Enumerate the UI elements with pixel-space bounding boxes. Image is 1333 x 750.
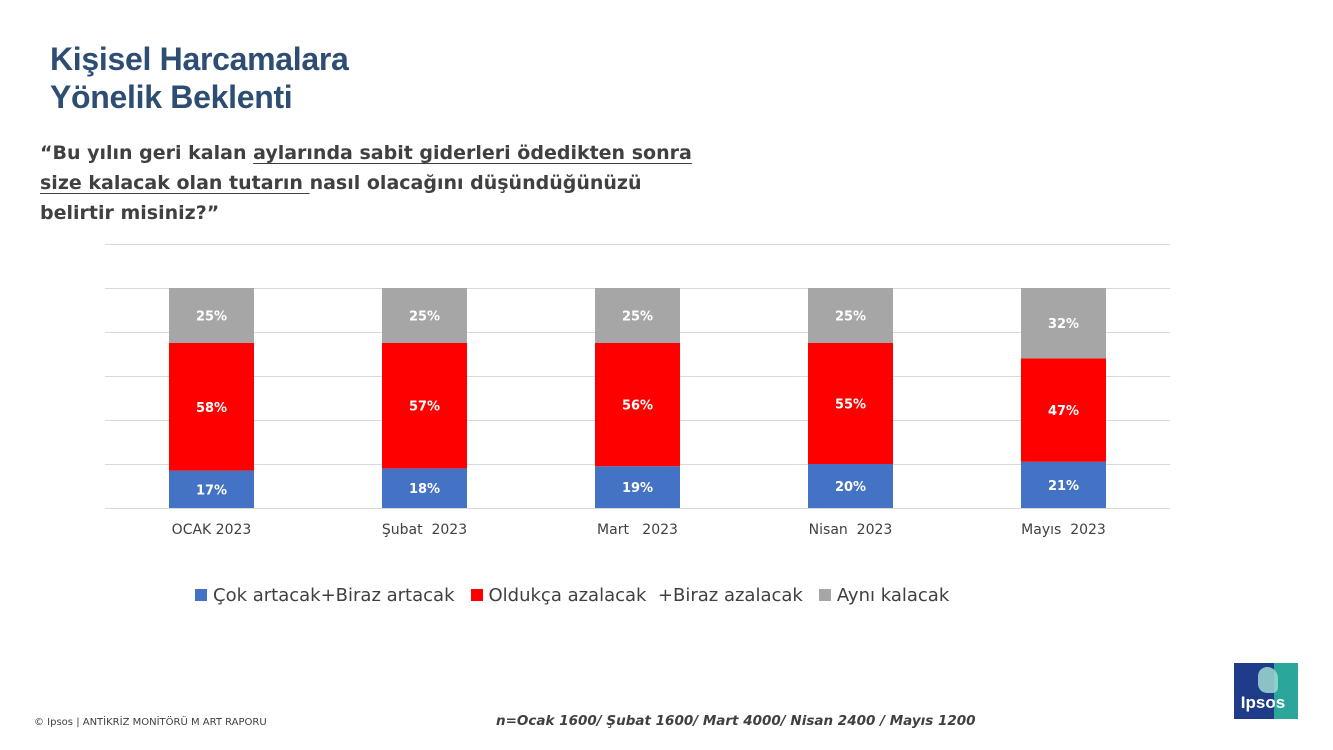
legend-item: Oldukça azalacak +Biraz azalacak (470, 584, 803, 606)
data-label: 25% (196, 310, 227, 325)
legend-label: Oldukça azalacak +Biraz azalacak (488, 584, 803, 606)
data-label: 19% (622, 481, 653, 496)
page-title-line-1: Kişisel Harcamalara (50, 41, 349, 77)
legend-label: Çok artacak+Biraz artacak (213, 584, 455, 606)
footer-copyright: © Ipsos | ANTİKRİZ MONİTÖRÜ M ART RAPORU (34, 717, 267, 728)
x-tick-label: Mart 2023 (597, 522, 678, 538)
sample-size-note: n=Ocak 1600/ Şubat 1600/ Mart 4000/ Nisa… (496, 713, 976, 729)
bar-segment (382, 343, 467, 469)
legend-item: Aynı kalacak (818, 584, 950, 606)
data-label: 20% (835, 480, 866, 495)
page-title-line-2: Yönelik Beklenti (50, 79, 293, 115)
data-label: 21% (1048, 479, 1079, 494)
page-title: Kişisel Harcamalara Yönelik Beklenti (50, 40, 349, 116)
chart-legend: Çok artacak+Biraz artacak Oldukça azalaca… (195, 582, 965, 608)
data-label: 55% (835, 398, 866, 413)
logo-wordmark: Ipsos (1240, 693, 1286, 712)
bar-segment (595, 288, 680, 343)
data-label: 25% (835, 310, 866, 325)
bar-segment (595, 343, 680, 467)
bar-segment (808, 464, 893, 508)
ipsos-logo: Ipsos (1234, 663, 1298, 719)
survey-question: “Bu yılın geri kalan aylarında sabit gid… (40, 138, 720, 228)
legend-swatch (470, 589, 483, 601)
data-label: 32% (1048, 317, 1079, 332)
bar-segment (382, 288, 467, 343)
question-part-1: “Bu yılın geri kalan (40, 142, 254, 164)
question-part-3: nasıl olacağını düşündüğünüzü belirtir m… (40, 172, 642, 224)
data-label: 57% (409, 400, 440, 415)
bar-segment (1021, 358, 1106, 462)
legend-swatch (818, 589, 831, 601)
bar-segment (595, 466, 680, 508)
data-label: 25% (409, 310, 440, 325)
bar-segment (169, 343, 254, 471)
bar-segment (1021, 288, 1106, 359)
data-label: 18% (409, 482, 440, 497)
bar-segment (808, 343, 893, 464)
legend-label: Aynı kalacak (836, 584, 950, 606)
data-label: 58% (196, 401, 227, 416)
data-label: 47% (1048, 404, 1079, 419)
x-tick-label: Mayıs 2023 (1021, 522, 1106, 538)
x-tick-label: OCAK 2023 (172, 522, 252, 538)
data-label: 56% (622, 399, 653, 414)
data-label: 25% (622, 310, 653, 325)
legend-item: Çok artacak+Biraz artacak (195, 585, 455, 606)
bar-segment (1021, 461, 1106, 508)
bar-segment (382, 468, 467, 508)
x-tick-label: Şubat 2023 (382, 522, 467, 538)
x-tick-label: Nisan 2023 (809, 522, 893, 538)
logo-head-icon (1258, 667, 1278, 693)
question-underlined-part: aylarında sabit giderleri ödedikten sonr… (40, 142, 692, 194)
data-label: 17% (196, 483, 227, 498)
bar-segment (169, 470, 254, 508)
bar-segment (169, 288, 254, 343)
legend-swatch (195, 589, 207, 601)
bar-segment (808, 288, 893, 343)
